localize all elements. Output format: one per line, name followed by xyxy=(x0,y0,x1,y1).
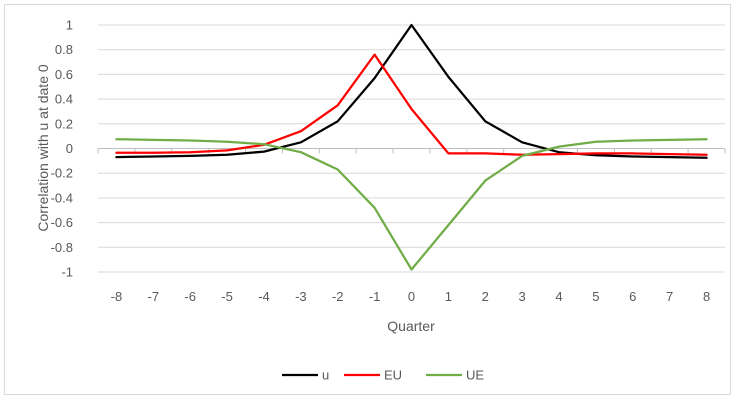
x-tick-label: -8 xyxy=(111,289,123,304)
x-tick-label: -5 xyxy=(221,289,233,304)
series-line-eu xyxy=(115,53,708,156)
x-tick-label: -3 xyxy=(295,289,307,304)
gridlines xyxy=(98,24,725,273)
x-tick-label: 4 xyxy=(555,289,562,304)
x-tick-label: 7 xyxy=(666,289,673,304)
x-tick-labels: -8 -7 -6 -5 -4 -3 -2 -1 0 1 2 3 4 5 6 7 8 xyxy=(111,289,711,304)
y-tick-label: 0.8 xyxy=(55,42,73,57)
x-axis-title: Quarter xyxy=(387,318,435,334)
x-tick-label: -4 xyxy=(258,289,270,304)
y-tick-label: -0.2 xyxy=(51,166,73,181)
y-tick-label: 0.6 xyxy=(55,67,73,82)
y-tick-label: -0.6 xyxy=(51,215,73,230)
axes xyxy=(97,148,726,154)
y-tick-label: 0.2 xyxy=(55,116,73,131)
legend: u EU UE xyxy=(282,368,484,383)
y-tick-label: -0.8 xyxy=(51,240,73,255)
series-line-ue xyxy=(115,138,708,271)
series-lines xyxy=(115,23,708,271)
x-tick-label: 2 xyxy=(482,289,489,304)
x-tick-label: -2 xyxy=(332,289,344,304)
x-tick-label: -7 xyxy=(148,289,160,304)
y-tick-label: -1 xyxy=(61,265,73,280)
y-tick-labels: 1 0.8 0.6 0.4 0.2 0 -0.2 -0.4 -0.6 -0.8 -1 xyxy=(51,18,73,280)
y-tick-label: 0 xyxy=(66,141,73,156)
legend-label-ue: UE xyxy=(466,368,484,383)
x-tick-label: 5 xyxy=(592,289,599,304)
legend-label-eu: EU xyxy=(384,368,402,383)
x-tick-label: 3 xyxy=(519,289,526,304)
x-tick-label: 1 xyxy=(445,289,452,304)
x-tick-label: -1 xyxy=(369,289,381,304)
x-tick-label: 6 xyxy=(629,289,636,304)
y-tick-label: 0.4 xyxy=(55,92,73,107)
x-tick-label: 8 xyxy=(703,289,710,304)
x-tick-label: 0 xyxy=(408,289,415,304)
legend-label-u: u xyxy=(322,368,329,383)
x-tick-label: -6 xyxy=(184,289,196,304)
y-tick-label: 1 xyxy=(66,18,73,33)
series-line-u xyxy=(115,23,708,159)
y-tick-label: -0.4 xyxy=(51,190,73,205)
y-axis-title: Correlation with u at date 0 xyxy=(35,64,51,232)
